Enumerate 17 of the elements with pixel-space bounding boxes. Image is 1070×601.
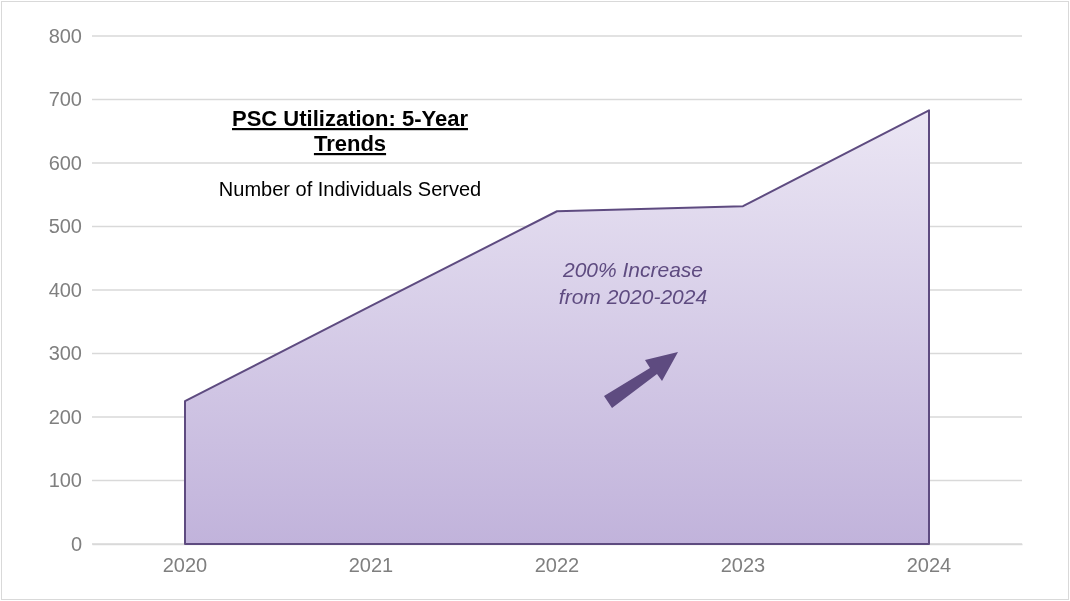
x-tick-label: 2024	[906, 554, 952, 577]
y-tick-label: 100	[48, 469, 82, 492]
y-tick-label: 700	[48, 88, 82, 111]
y-tick-label: 300	[48, 342, 82, 365]
text: Number of Individuals Served	[218, 178, 482, 200]
y-tick-label: 800	[48, 24, 82, 47]
x-tick-label: 2022	[534, 554, 580, 577]
y-tick-label: 0	[70, 532, 82, 555]
y-tick-label: 500	[48, 215, 82, 238]
x-tick-label: 2020	[162, 554, 208, 577]
x-tick-label: 2023	[720, 554, 766, 577]
text: PSC Utilization: 5-Year Trends	[232, 106, 469, 156]
y-tick-label: 400	[48, 278, 82, 301]
x-tick-label: 2021	[348, 554, 394, 577]
y-tick-label: 600	[48, 151, 82, 174]
annotation: 200% Increase from 2020-2024	[558, 258, 708, 308]
y-tick-label: 200	[48, 405, 82, 428]
